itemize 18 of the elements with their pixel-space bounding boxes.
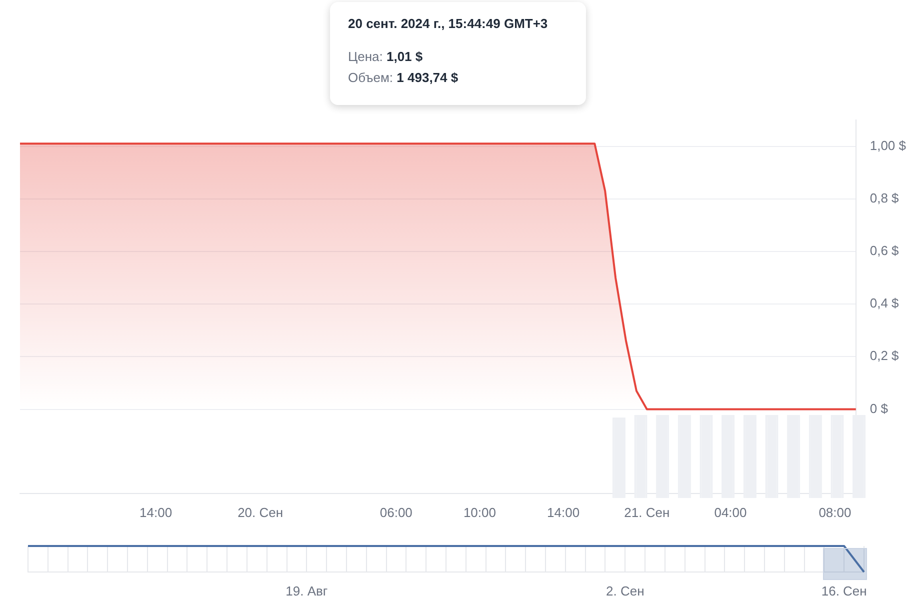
x-tick-label: 14:00 — [140, 504, 172, 520]
x-tick-label: 19. Авг — [286, 583, 328, 598]
x-tick-label: 14:00 — [547, 504, 580, 520]
x-tick-label: 06:00 — [380, 504, 412, 520]
x-tick-label: 21. Сен — [624, 504, 670, 520]
x-tick-label: 2. Сен — [606, 583, 644, 598]
y-tick-label: 0,4 $ — [870, 296, 900, 311]
x-tick-label: 08:00 — [818, 504, 852, 520]
y-tick-label: 0 $ — [870, 400, 889, 416]
y-tick-label: 0,8 $ — [870, 190, 900, 206]
x-tick-label: 04:00 — [714, 504, 747, 520]
tooltip-card: 20 сент. 2024 г., 15:44:49 GMT+3 Цена: 1,01 $ Объем: 1 493,74 $ — [330, 2, 586, 105]
y-tick-label: 0,2 $ — [870, 348, 900, 364]
x-tick-label: 16. Сен — [821, 583, 867, 598]
x-tick-label: 10:00 — [463, 504, 496, 520]
y-tick-label: 1,00 $ — [870, 138, 907, 153]
x-tick-label: 20. Сен — [238, 504, 284, 520]
y-tick-label: 0,6 $ — [870, 243, 900, 258]
